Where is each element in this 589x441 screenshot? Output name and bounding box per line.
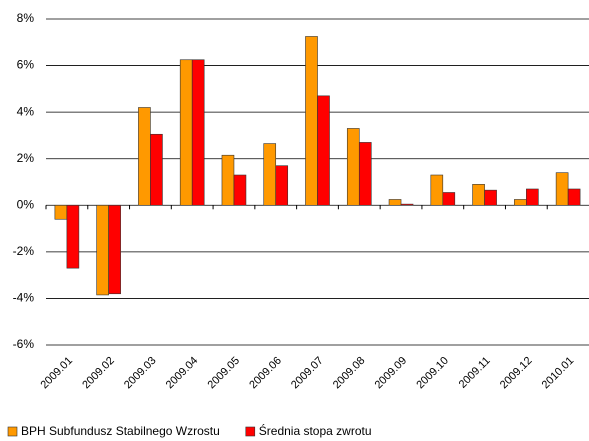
bar [108, 204, 121, 295]
bar [555, 172, 569, 206]
y-tick-label: 2% [17, 151, 35, 165]
bar [96, 204, 109, 296]
y-tick-label: -6% [13, 337, 35, 351]
x-tick-label: 2009.10 [414, 355, 451, 392]
bar [221, 154, 235, 206]
x-tick-label: 2009.05 [206, 355, 243, 392]
x-tick-label: 2009.01 [38, 355, 75, 392]
x-tick-label: 2009.03 [122, 355, 159, 392]
bar [179, 59, 193, 206]
bar [388, 199, 402, 206]
x-tick-label: 2009.07 [289, 355, 326, 392]
bar [317, 95, 330, 206]
x-tick-label: 2010.01 [540, 355, 577, 392]
bar [358, 142, 372, 206]
legend-label: BPH Subfundusz Stabilnego Wzrostu [21, 424, 220, 438]
bar [263, 143, 277, 206]
bar [442, 192, 456, 206]
bar [66, 204, 80, 269]
bar [526, 188, 539, 206]
y-tick-label: 4% [17, 104, 35, 118]
bar [191, 59, 205, 206]
y-tick-label: 8% [17, 11, 35, 25]
x-tick-label: 2009.08 [331, 355, 368, 392]
y-tick-label: -4% [13, 291, 35, 305]
bar [430, 174, 444, 206]
y-tick-label: 6% [17, 58, 35, 72]
bar [54, 204, 68, 220]
bar [275, 165, 289, 206]
legend-label: Średnia stopa zwrotu [259, 423, 372, 438]
bar [472, 184, 485, 206]
x-tick-label: 2009.11 [457, 355, 493, 391]
bar [138, 107, 151, 206]
bar [233, 174, 247, 206]
bar [567, 188, 581, 206]
y-tick-label: -2% [13, 244, 35, 258]
x-tick-label: 2009.09 [373, 355, 410, 392]
legend-swatch [245, 426, 256, 437]
bar [346, 128, 360, 206]
bar [150, 133, 163, 206]
x-tick-label: 2009.12 [498, 355, 535, 392]
bar [305, 36, 318, 206]
x-tick-label: 2009.02 [80, 355, 117, 392]
bar [400, 203, 414, 206]
bar [514, 199, 527, 206]
x-tick-label: 2009.06 [247, 355, 284, 392]
y-tick-label: 0% [17, 197, 35, 211]
bar [484, 189, 497, 206]
legend-swatch [7, 426, 18, 437]
x-tick-label: 2009.04 [164, 355, 201, 392]
